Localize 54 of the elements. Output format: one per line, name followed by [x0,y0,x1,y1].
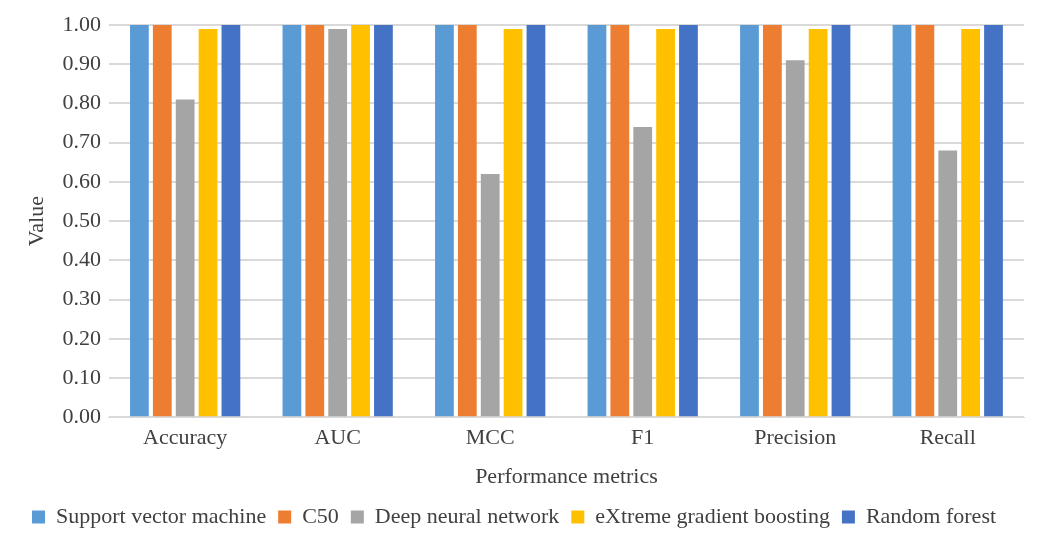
y-tick-label: 1.00 [62,10,101,36]
x-tick-label: AUC [314,424,361,450]
bar [526,25,546,417]
bar [587,25,607,417]
bar [221,25,241,417]
y-tick-label: 0.10 [62,363,101,389]
bar [152,25,172,417]
bar [740,25,759,417]
bar [984,25,1003,417]
bar [175,99,195,417]
bar [961,28,980,417]
bar [457,25,477,417]
y-tick-label: 0.40 [62,246,101,272]
legend-label: Support vector machine [56,502,267,528]
legend-label: eXtreme gradient boosting [595,502,830,528]
bar [679,25,698,417]
bar [503,28,523,417]
y-tick-label: 0.90 [62,50,101,75]
x-tick-label: Recall [919,424,976,450]
y-tick-label: 0.70 [62,128,101,154]
bar [808,28,828,417]
y-tick-label: 0.80 [62,89,101,115]
bar [656,28,675,417]
y-tick-label: 0.30 [62,285,101,311]
bar [435,25,454,417]
bar [282,25,302,417]
legend-label: Random forest [865,502,997,528]
legend-label: C50 [302,502,339,528]
bar [374,25,393,417]
x-tick-label: F1 [631,424,655,450]
y-axis-title: Value [22,196,48,247]
bar [915,25,935,417]
bar [480,174,500,417]
bar [938,150,958,417]
bar [305,25,325,417]
x-axis-title: Performance metrics [475,462,658,488]
legend-label: Deep neural network [374,502,560,528]
bar [762,25,782,417]
x-tick-label: Precision [754,424,837,450]
bar [130,25,149,417]
y-tick-label: 0.00 [62,402,101,428]
bar [351,25,370,417]
bar [785,60,805,417]
x-tick-label: MCC [465,424,515,450]
y-tick-label: 0.50 [62,206,101,232]
bar [328,28,348,417]
y-tick-label: 0.20 [62,324,101,350]
bar [831,25,851,417]
bar [633,126,653,417]
bar [198,28,218,417]
bar [610,25,630,417]
x-tick-label: Accuracy [143,424,228,450]
bar [892,25,912,417]
y-tick-label: 0.60 [62,167,101,193]
